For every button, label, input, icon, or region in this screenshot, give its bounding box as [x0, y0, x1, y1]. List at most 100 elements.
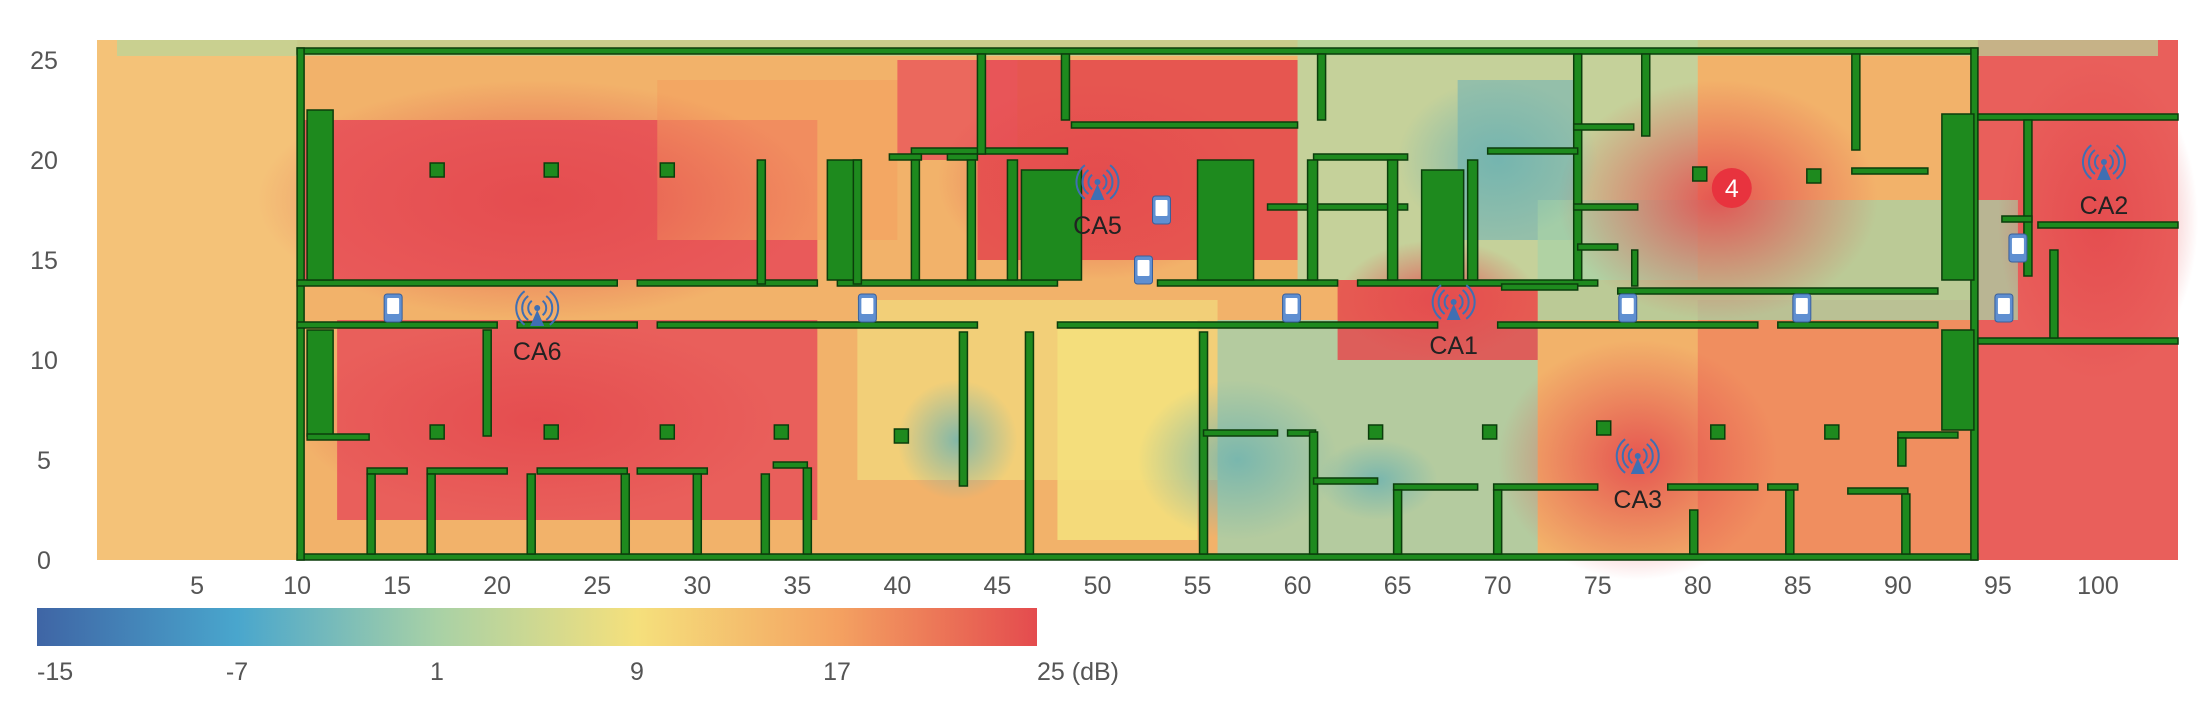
wall	[910, 147, 1069, 155]
wall	[1616, 287, 1939, 295]
wall	[1689, 509, 1699, 555]
wall	[2049, 249, 2059, 339]
x-axis-tick-label: 25	[583, 572, 611, 600]
colorbar-tick-label: 1	[430, 658, 444, 686]
x-axis-tick-label: 65	[1384, 572, 1412, 600]
wall	[543, 162, 559, 178]
ap-wave	[1437, 289, 1446, 315]
wall	[366, 473, 376, 555]
wall	[426, 473, 436, 555]
ap-wave	[527, 300, 533, 316]
wall	[2037, 221, 2179, 229]
ap-wave	[1642, 448, 1648, 464]
x-axis-tick-label: 30	[683, 572, 711, 600]
heat-coolspot	[1137, 380, 1338, 540]
heat-hotspot	[1997, 60, 2199, 380]
wall	[536, 467, 629, 475]
x-axis-tick-label: 80	[1684, 572, 1712, 600]
ap-wave	[549, 290, 560, 326]
x-axis-tick-label: 10	[283, 572, 311, 600]
client-device-icon	[1792, 293, 1812, 323]
access-point-label: CA5	[1073, 212, 1122, 240]
ap-wave	[2108, 154, 2114, 170]
wall	[1056, 321, 1439, 329]
access-point-icon	[2082, 144, 2126, 180]
ap-wave	[1443, 294, 1449, 310]
wall	[966, 159, 977, 281]
ap-wave	[1102, 174, 1108, 190]
ap-mast	[530, 310, 545, 326]
wall	[306, 329, 334, 437]
wall	[888, 153, 923, 161]
wall	[296, 279, 618, 287]
client-screen	[1285, 298, 1298, 314]
ap-mast	[1630, 458, 1645, 474]
access-point-label: CA1	[1429, 332, 1478, 360]
y-axis: 0 5 10 15 20 25	[30, 47, 58, 575]
ap-mast	[1090, 184, 1105, 200]
ap-dot	[1634, 453, 1641, 459]
wall	[620, 473, 631, 555]
wall	[1824, 424, 1840, 440]
wall	[802, 467, 813, 555]
ap-wave	[1627, 448, 1634, 464]
ap-wave	[2115, 144, 2126, 180]
ap-mast	[1446, 304, 1461, 320]
ap-wave	[2094, 154, 2100, 170]
wall	[296, 47, 1979, 55]
wall	[1777, 321, 1939, 329]
y-axis-tick-label: 20	[30, 147, 58, 175]
ap-wave	[1621, 443, 1630, 469]
device-layer: CA6 CA5 CA1 CA3 CA2 4	[383, 144, 2128, 514]
wall	[1847, 487, 1909, 495]
wall	[756, 159, 767, 285]
ap-wave	[1461, 289, 1470, 315]
wall	[1196, 159, 1255, 281]
floor-plan-walls	[296, 47, 2179, 561]
client-screen	[861, 298, 874, 314]
wall	[1977, 113, 2179, 121]
wall	[1466, 159, 1479, 281]
ap-mast	[2096, 164, 2111, 180]
wall	[1486, 147, 1579, 155]
colorbar-gradient	[37, 608, 1037, 646]
ap-wave	[1458, 294, 1464, 310]
wall	[1851, 53, 1861, 151]
colorbar-legend: -15 -7 1 9 17 25 (dB)	[37, 608, 1119, 686]
client-device-icon	[1618, 293, 1638, 323]
heat-hotspot	[257, 80, 818, 320]
x-axis-tick-label: 40	[883, 572, 911, 600]
wall	[1198, 331, 1209, 555]
x-axis-tick-label: 60	[1284, 572, 1312, 600]
x-axis-tick-label: 5	[190, 572, 204, 600]
ap-wave	[545, 295, 554, 321]
wall	[1576, 243, 1619, 251]
wall	[1392, 489, 1403, 555]
ap-wave	[1105, 169, 1114, 195]
x-axis-tick-label: 90	[1884, 572, 1912, 600]
client-device-icon	[1152, 195, 1172, 225]
x-axis-tick-label: 55	[1184, 572, 1212, 600]
wall	[1202, 429, 1279, 437]
wall	[1020, 169, 1083, 281]
ap-wave	[1649, 438, 1660, 474]
colorbar-tick-label: 17	[823, 658, 851, 686]
y-axis-tick-label: 0	[37, 547, 51, 575]
wall	[692, 473, 703, 555]
access-point-icon	[1615, 438, 1660, 474]
wall	[426, 467, 508, 475]
client-screen	[1137, 260, 1150, 276]
y-axis-tick-label: 25	[30, 47, 58, 75]
wall	[1308, 431, 1319, 555]
wall	[1767, 483, 1799, 491]
wall	[1156, 279, 1339, 287]
wall	[760, 473, 771, 555]
wall	[1006, 159, 1019, 281]
ap-dot	[1094, 179, 1101, 185]
wall	[1667, 483, 1759, 491]
ap-wave	[2082, 144, 2092, 180]
wall	[1312, 153, 1409, 161]
wall	[1306, 159, 1319, 281]
wall	[1901, 493, 1911, 555]
